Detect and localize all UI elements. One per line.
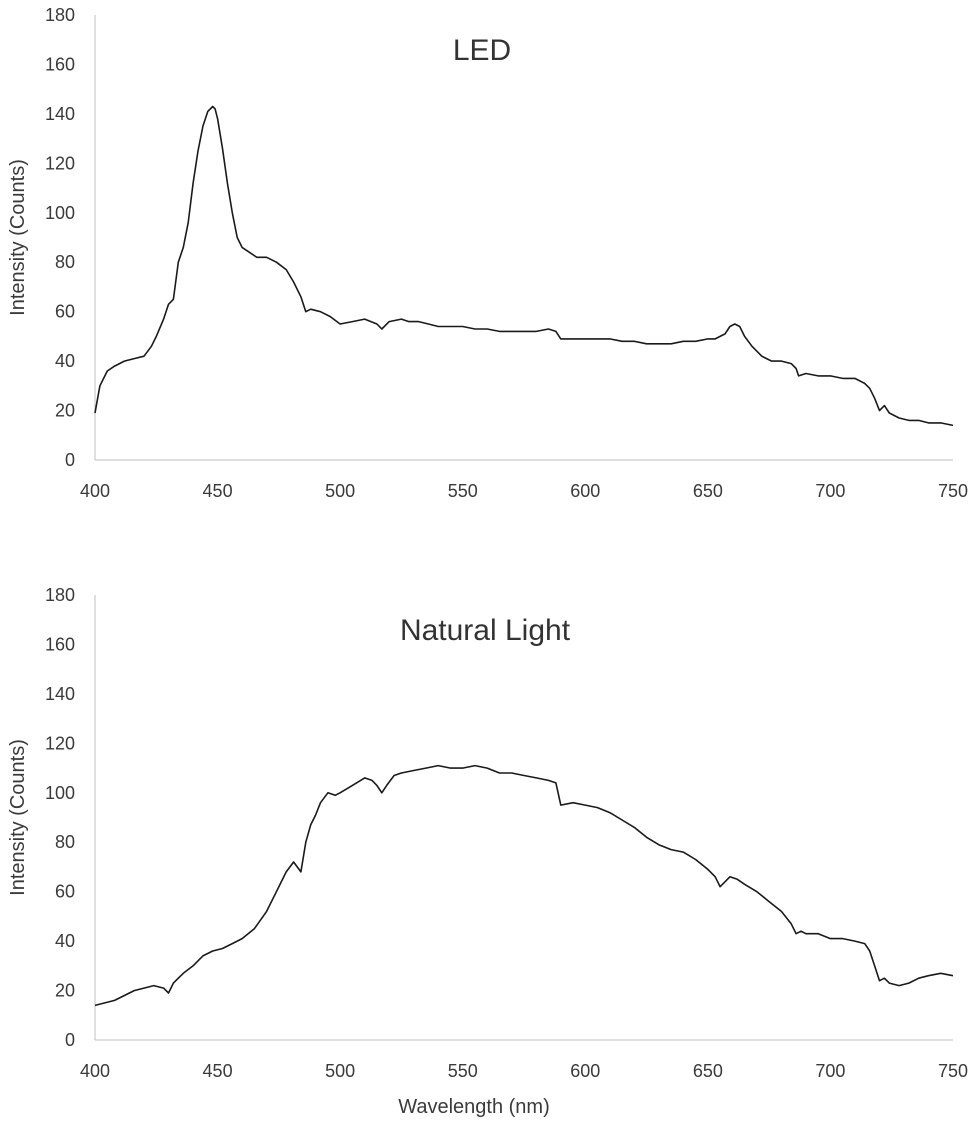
x-tick-label: 650: [693, 481, 723, 501]
y-axis-label: Intensity (Counts): [7, 159, 29, 316]
x-tick-label: 550: [448, 481, 478, 501]
y-tick-label: 80: [55, 252, 75, 272]
x-tick-label: 500: [325, 481, 355, 501]
y-tick-label: 160: [45, 634, 75, 654]
y-tick-label: 120: [45, 153, 75, 173]
x-tick-label: 550: [448, 1061, 478, 1081]
x-tick-label: 700: [815, 1061, 845, 1081]
x-tick-label: 400: [80, 1061, 110, 1081]
x-tick-label: 650: [693, 1061, 723, 1081]
y-tick-label: 140: [45, 684, 75, 704]
y-tick-label: 40: [55, 351, 75, 371]
y-tick-label: 20: [55, 401, 75, 421]
y-tick-label: 0: [65, 450, 75, 470]
y-axis-label: Intensity (Counts): [7, 739, 29, 896]
y-tick-label: 100: [45, 203, 75, 223]
x-tick-label: 750: [938, 481, 968, 501]
y-tick-label: 180: [45, 5, 75, 25]
y-tick-label: 120: [45, 733, 75, 753]
chart-title: LED: [453, 34, 511, 67]
y-tick-label: 80: [55, 832, 75, 852]
natural-light-chart: 0 20 40 60 80 100 120 140 160 180 400 450 500 550 600 6…: [7, 585, 968, 1118]
x-tick-label: 450: [203, 1061, 233, 1081]
x-tick-label: 400: [80, 481, 110, 501]
y-tick-label: 180: [45, 585, 75, 605]
y-tick-label: 100: [45, 783, 75, 803]
x-tick-label: 700: [815, 481, 845, 501]
led-chart: 0 20 40 60 80 100 120 140 160 180 400 450 500 550 600 6…: [7, 5, 968, 501]
y-tick-label: 20: [55, 981, 75, 1001]
y-tick-label: 0: [65, 1030, 75, 1050]
series-line: [94, 764, 954, 1007]
x-tick-label: 450: [203, 481, 233, 501]
y-tick-label: 40: [55, 931, 75, 951]
x-tick-label: 600: [570, 1061, 600, 1081]
chart-title: Natural Light: [400, 614, 571, 647]
y-tick-label: 60: [55, 302, 75, 322]
x-axis-label: Wavelength (nm): [398, 1096, 550, 1118]
x-tick-label: 600: [570, 481, 600, 501]
x-tick-label: 750: [938, 1061, 968, 1081]
series-line: [94, 105, 954, 427]
y-tick-label: 140: [45, 104, 75, 124]
y-tick-label: 160: [45, 54, 75, 74]
x-tick-label: 500: [325, 1061, 355, 1081]
y-tick-label: 60: [55, 882, 75, 902]
